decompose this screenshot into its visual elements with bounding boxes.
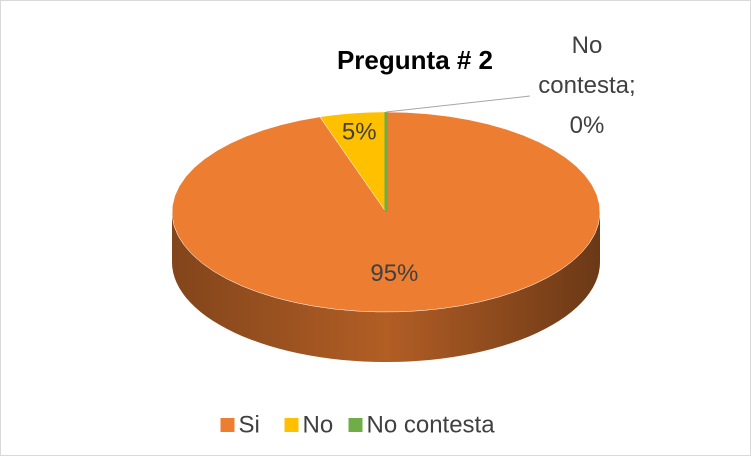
slice-side-shade [172, 212, 600, 362]
legend-label: No [303, 411, 334, 438]
chart-title: Pregunta # 2 [337, 45, 493, 75]
data-label: 95% [370, 260, 418, 287]
legend-swatch [348, 418, 363, 432]
data-label: No contesta; 0% [538, 32, 636, 139]
data-label: 5% [342, 118, 377, 145]
leader-line [385, 95, 531, 113]
legend-swatch [220, 418, 235, 432]
legend-swatch [284, 418, 299, 432]
legend-label: No contesta [367, 411, 496, 438]
slice [319, 111, 387, 213]
legend-label: Si [239, 411, 260, 438]
